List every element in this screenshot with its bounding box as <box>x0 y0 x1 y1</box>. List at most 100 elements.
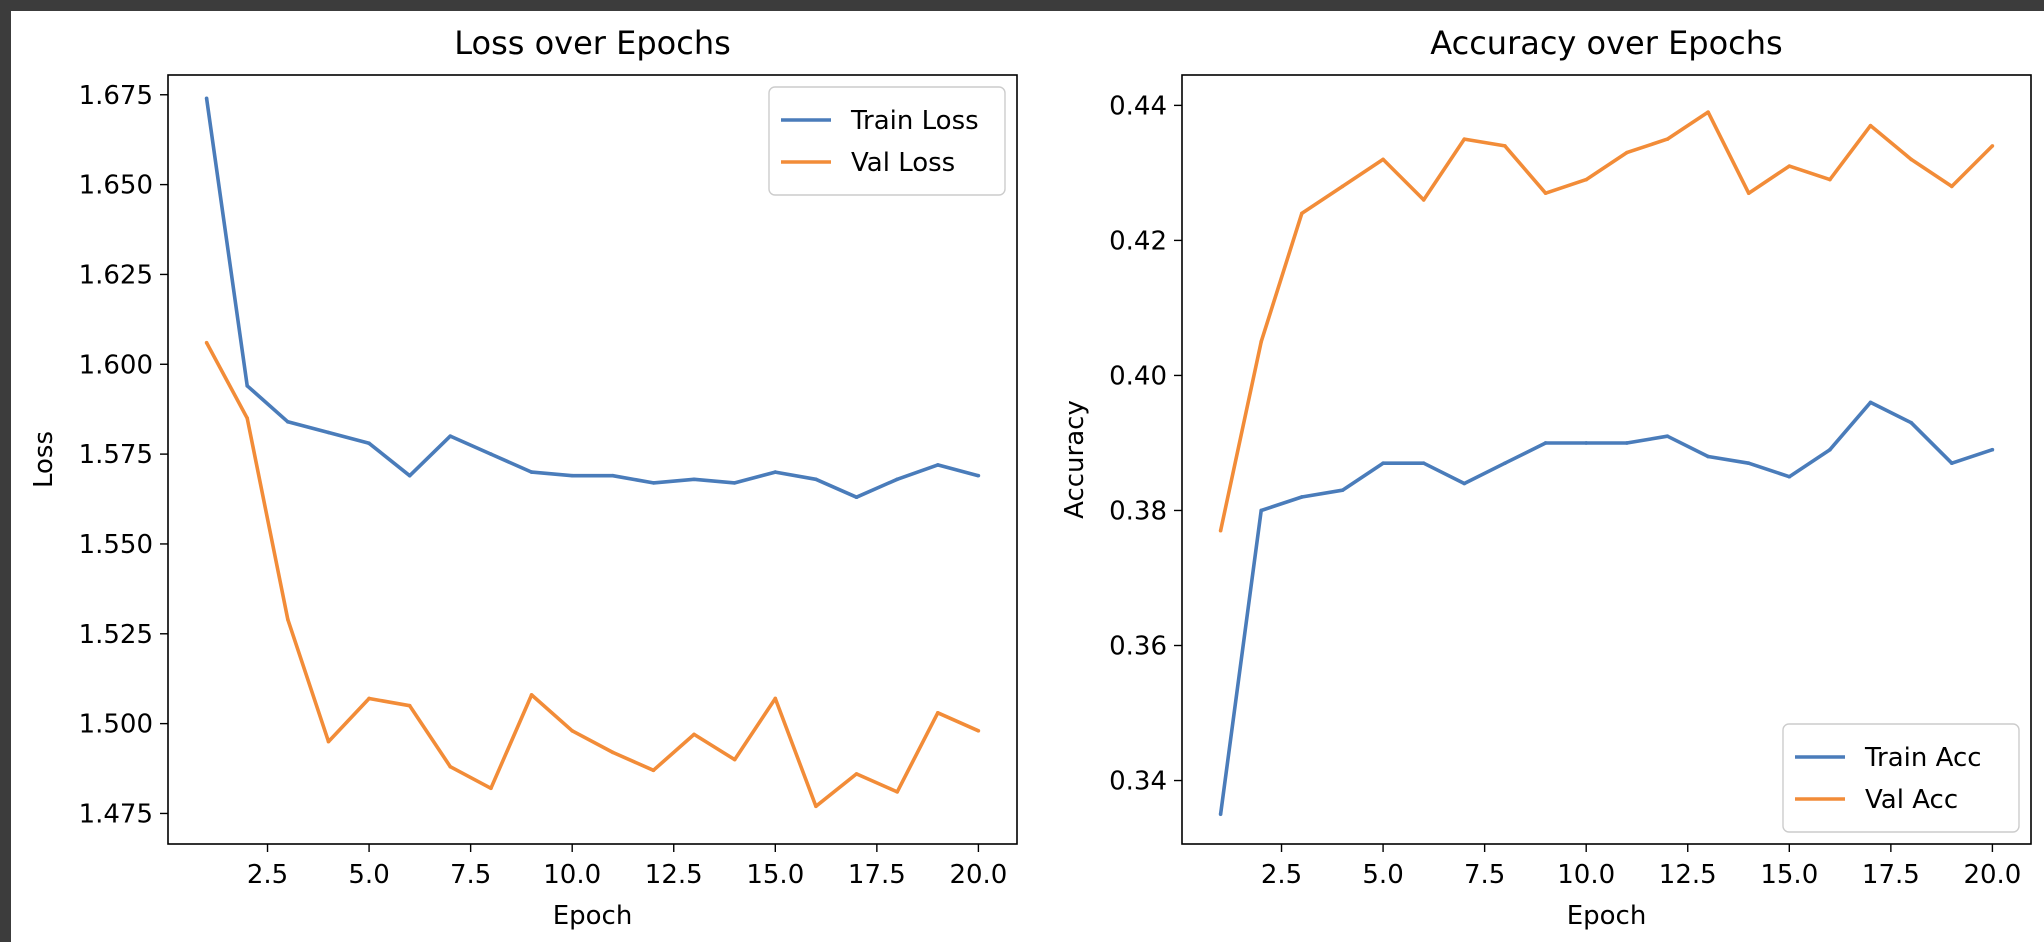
train-loss-point <box>245 384 250 388</box>
val-acc-point <box>1787 164 1792 168</box>
accuracy-y-axis-label: Accuracy <box>1060 400 1090 519</box>
accuracy-y-tick-label: 0.44 <box>1109 91 1167 121</box>
loss-x-tick-label: 20.0 <box>949 860 1007 890</box>
val-acc-point <box>1584 177 1588 182</box>
val-acc-point <box>1340 184 1345 189</box>
loss-x-axis-label: Epoch <box>553 901 633 931</box>
train-loss-point <box>448 434 453 438</box>
val-acc-point <box>1259 339 1264 344</box>
train-loss-point <box>976 473 981 478</box>
loss-x-tick-label: 17.5 <box>848 860 906 890</box>
train-loss-point <box>407 473 412 478</box>
loss-y-tick-label: 1.550 <box>79 530 153 560</box>
train-acc-point <box>1746 461 1751 466</box>
train-acc-line <box>1218 400 1993 815</box>
val-loss-point <box>326 739 331 744</box>
accuracy-x-tick-label: 12.5 <box>1659 860 1717 890</box>
train-acc-point <box>1828 447 1832 452</box>
val-loss-point <box>367 696 371 701</box>
val-acc-point <box>1990 144 1995 148</box>
val-loss-point <box>692 732 696 737</box>
accuracy-y-tick-label: 0.36 <box>1109 632 1167 662</box>
val-loss-point <box>935 711 940 715</box>
accuracy-x-tick-label: 2.5 <box>1261 860 1302 890</box>
val-acc-line <box>1218 110 1994 532</box>
val-loss-point <box>854 772 859 776</box>
accuracy-legend-label: Val Acc <box>1865 785 1958 815</box>
val-acc-point <box>1503 144 1507 148</box>
loss-x-tick-label: 12.5 <box>645 860 703 890</box>
train-loss-point <box>570 473 574 478</box>
train-loss-point <box>814 477 818 482</box>
val-loss-line <box>205 341 980 809</box>
train-acc-point <box>1990 447 1995 452</box>
train-acc-point <box>1949 461 1954 466</box>
val-loss-point <box>976 729 981 733</box>
loss-plot-frame <box>167 74 1018 845</box>
loss-y-tick-label: 1.675 <box>79 81 153 111</box>
val-loss-point <box>448 764 453 769</box>
train-loss-point <box>895 477 899 482</box>
loss-y-tick-label: 1.600 <box>79 350 153 380</box>
train-acc-point <box>1706 454 1710 459</box>
accuracy-x-tick-label: 7.5 <box>1464 860 1505 890</box>
val-acc-point <box>1828 177 1832 182</box>
val-loss-point <box>732 757 737 762</box>
val-acc-point <box>1462 137 1467 141</box>
train-acc-point <box>1665 434 1670 439</box>
loss-y-tick-label: 1.475 <box>79 799 153 829</box>
train-acc-point <box>1259 508 1264 513</box>
train-acc-point <box>1218 812 1223 817</box>
val-loss-point <box>245 416 250 420</box>
train-acc-point <box>1421 461 1426 466</box>
accuracy-x-tick-label: 17.5 <box>1862 860 1920 890</box>
val-loss-point <box>651 768 656 773</box>
val-acc-point <box>1665 137 1670 141</box>
train-loss-point <box>935 463 940 467</box>
loss-y-tick-label: 1.650 <box>79 171 153 201</box>
accuracy-x-tick-label: 15.0 <box>1760 860 1818 890</box>
loss-x-tick-label: 10.0 <box>543 860 601 890</box>
figure: Loss over Epochs 2.5 5.0 7.5 10.0 12.5 15.0 17.… <box>11 11 2044 942</box>
val-acc-point <box>1218 528 1223 533</box>
train-acc-point <box>1787 474 1792 479</box>
val-acc-point <box>1746 191 1751 195</box>
train-loss-point <box>773 470 778 474</box>
train-loss-point <box>204 96 209 101</box>
loss-x-tick-label: 2.5 <box>247 860 288 890</box>
loss-y-axis-label: Loss <box>29 431 59 488</box>
train-loss-point <box>326 430 331 435</box>
train-loss-point <box>651 481 656 485</box>
val-acc-point <box>1421 198 1426 202</box>
accuracy-legend-label: Train Acc <box>1864 743 1982 773</box>
val-loss-point <box>489 786 493 791</box>
charts-svg: Loss over Epochs 2.5 5.0 7.5 10.0 12.5 15.0 17.… <box>29 24 2032 931</box>
val-acc-point <box>1300 211 1304 216</box>
loss-y-tick-label: 1.500 <box>79 710 153 740</box>
val-loss-point <box>814 804 818 809</box>
train-loss-point <box>611 473 615 478</box>
loss-legend-label: Val Loss <box>851 148 955 178</box>
val-loss-point <box>895 790 899 794</box>
train-loss-point <box>692 477 696 482</box>
train-loss-point <box>854 495 859 500</box>
train-acc-point <box>1868 400 1873 405</box>
val-acc-point <box>1949 184 1954 189</box>
loss-x-tick-label: 7.5 <box>450 860 491 890</box>
train-loss-point <box>489 452 493 456</box>
accuracy-x-tick-label: 10.0 <box>1557 860 1615 890</box>
accuracy-y-tick-label: 0.40 <box>1109 361 1167 391</box>
train-acc-point <box>1909 420 1913 425</box>
loss-y-tick-label: 1.625 <box>79 260 153 290</box>
val-acc-point <box>1625 150 1629 155</box>
loss-chart-title: Loss over Epochs <box>454 24 731 62</box>
train-loss-point <box>732 481 737 485</box>
train-loss-point <box>286 419 290 424</box>
val-loss-point <box>570 729 574 733</box>
accuracy-y-tick-label: 0.34 <box>1109 767 1167 797</box>
val-loss-point <box>286 617 290 622</box>
val-acc-point <box>1706 110 1710 114</box>
train-loss-line <box>204 98 979 500</box>
loss-y-tick-label: 1.575 <box>79 440 153 470</box>
val-loss-point <box>529 693 534 697</box>
